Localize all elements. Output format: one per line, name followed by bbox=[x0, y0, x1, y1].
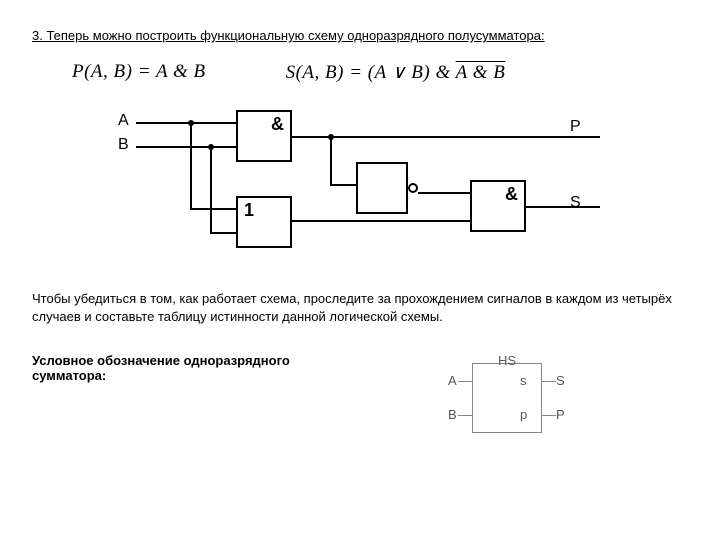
gate-label-or: 1 bbox=[244, 200, 254, 221]
wire-b-tap bbox=[210, 146, 212, 232]
symbol-caption: Условное обозначение одноразрядного сумм… bbox=[32, 353, 352, 383]
symbol-input-b: B bbox=[448, 407, 457, 422]
gate-or: 1 bbox=[236, 196, 292, 248]
wire-b-to-or bbox=[210, 232, 236, 234]
equation-p: P(A, B) = A & B bbox=[72, 61, 206, 84]
wire-and1-tap bbox=[330, 136, 332, 184]
gate-and-top: & bbox=[236, 110, 292, 162]
junction-dot bbox=[188, 120, 194, 126]
bottom-row: Условное обозначение одноразрядного сумм… bbox=[32, 353, 688, 443]
wire-a-in bbox=[136, 122, 236, 124]
wire-and2-out bbox=[526, 206, 600, 208]
equation-s-left: S(A, B) = (A ∨ B) & bbox=[286, 62, 456, 83]
wire-a-to-or bbox=[190, 208, 236, 210]
symbol-inner-p: p bbox=[520, 407, 527, 422]
adder-symbol: HS A B S P s p bbox=[412, 353, 592, 443]
symbol-inner-s: s bbox=[520, 373, 527, 388]
symbol-input-a: A bbox=[448, 373, 457, 388]
gate-label-and: & bbox=[271, 114, 284, 135]
symbol-wire bbox=[542, 381, 556, 382]
body-paragraph: Чтобы убедиться в том, как работает схем… bbox=[32, 290, 688, 325]
wire-a-tap bbox=[190, 122, 192, 208]
symbol-wire bbox=[458, 381, 472, 382]
wire-not-out bbox=[418, 192, 470, 194]
equation-s: S(A, B) = (A ∨ B) & A & B bbox=[286, 61, 506, 84]
equations-row: P(A, B) = A & B S(A, B) = (A ∨ B) & A & … bbox=[72, 61, 688, 84]
wire-b-in bbox=[136, 146, 236, 148]
junction-dot bbox=[208, 144, 214, 150]
wire-to-not bbox=[330, 184, 356, 186]
gate-and-right: & bbox=[470, 180, 526, 232]
wire-or-out bbox=[292, 220, 470, 222]
gate-label-and: & bbox=[505, 184, 518, 205]
gate-not bbox=[356, 162, 408, 214]
output-label-s: S bbox=[570, 194, 581, 212]
input-label-b: B bbox=[118, 136, 129, 154]
equation-s-overline: A & B bbox=[456, 62, 506, 83]
not-bubble bbox=[408, 183, 418, 193]
symbol-output-p: P bbox=[556, 407, 565, 422]
symbol-title: HS bbox=[498, 353, 516, 368]
output-label-p: P bbox=[570, 118, 581, 136]
input-label-a: A bbox=[118, 112, 129, 130]
logic-circuit: A B P S & 1 & bbox=[100, 102, 620, 272]
symbol-box bbox=[472, 363, 542, 433]
symbol-wire bbox=[542, 415, 556, 416]
symbol-wire bbox=[458, 415, 472, 416]
wire-and1-out bbox=[292, 136, 600, 138]
symbol-output-s: S bbox=[556, 373, 565, 388]
heading: 3. Теперь можно построить функциональную… bbox=[32, 28, 688, 43]
